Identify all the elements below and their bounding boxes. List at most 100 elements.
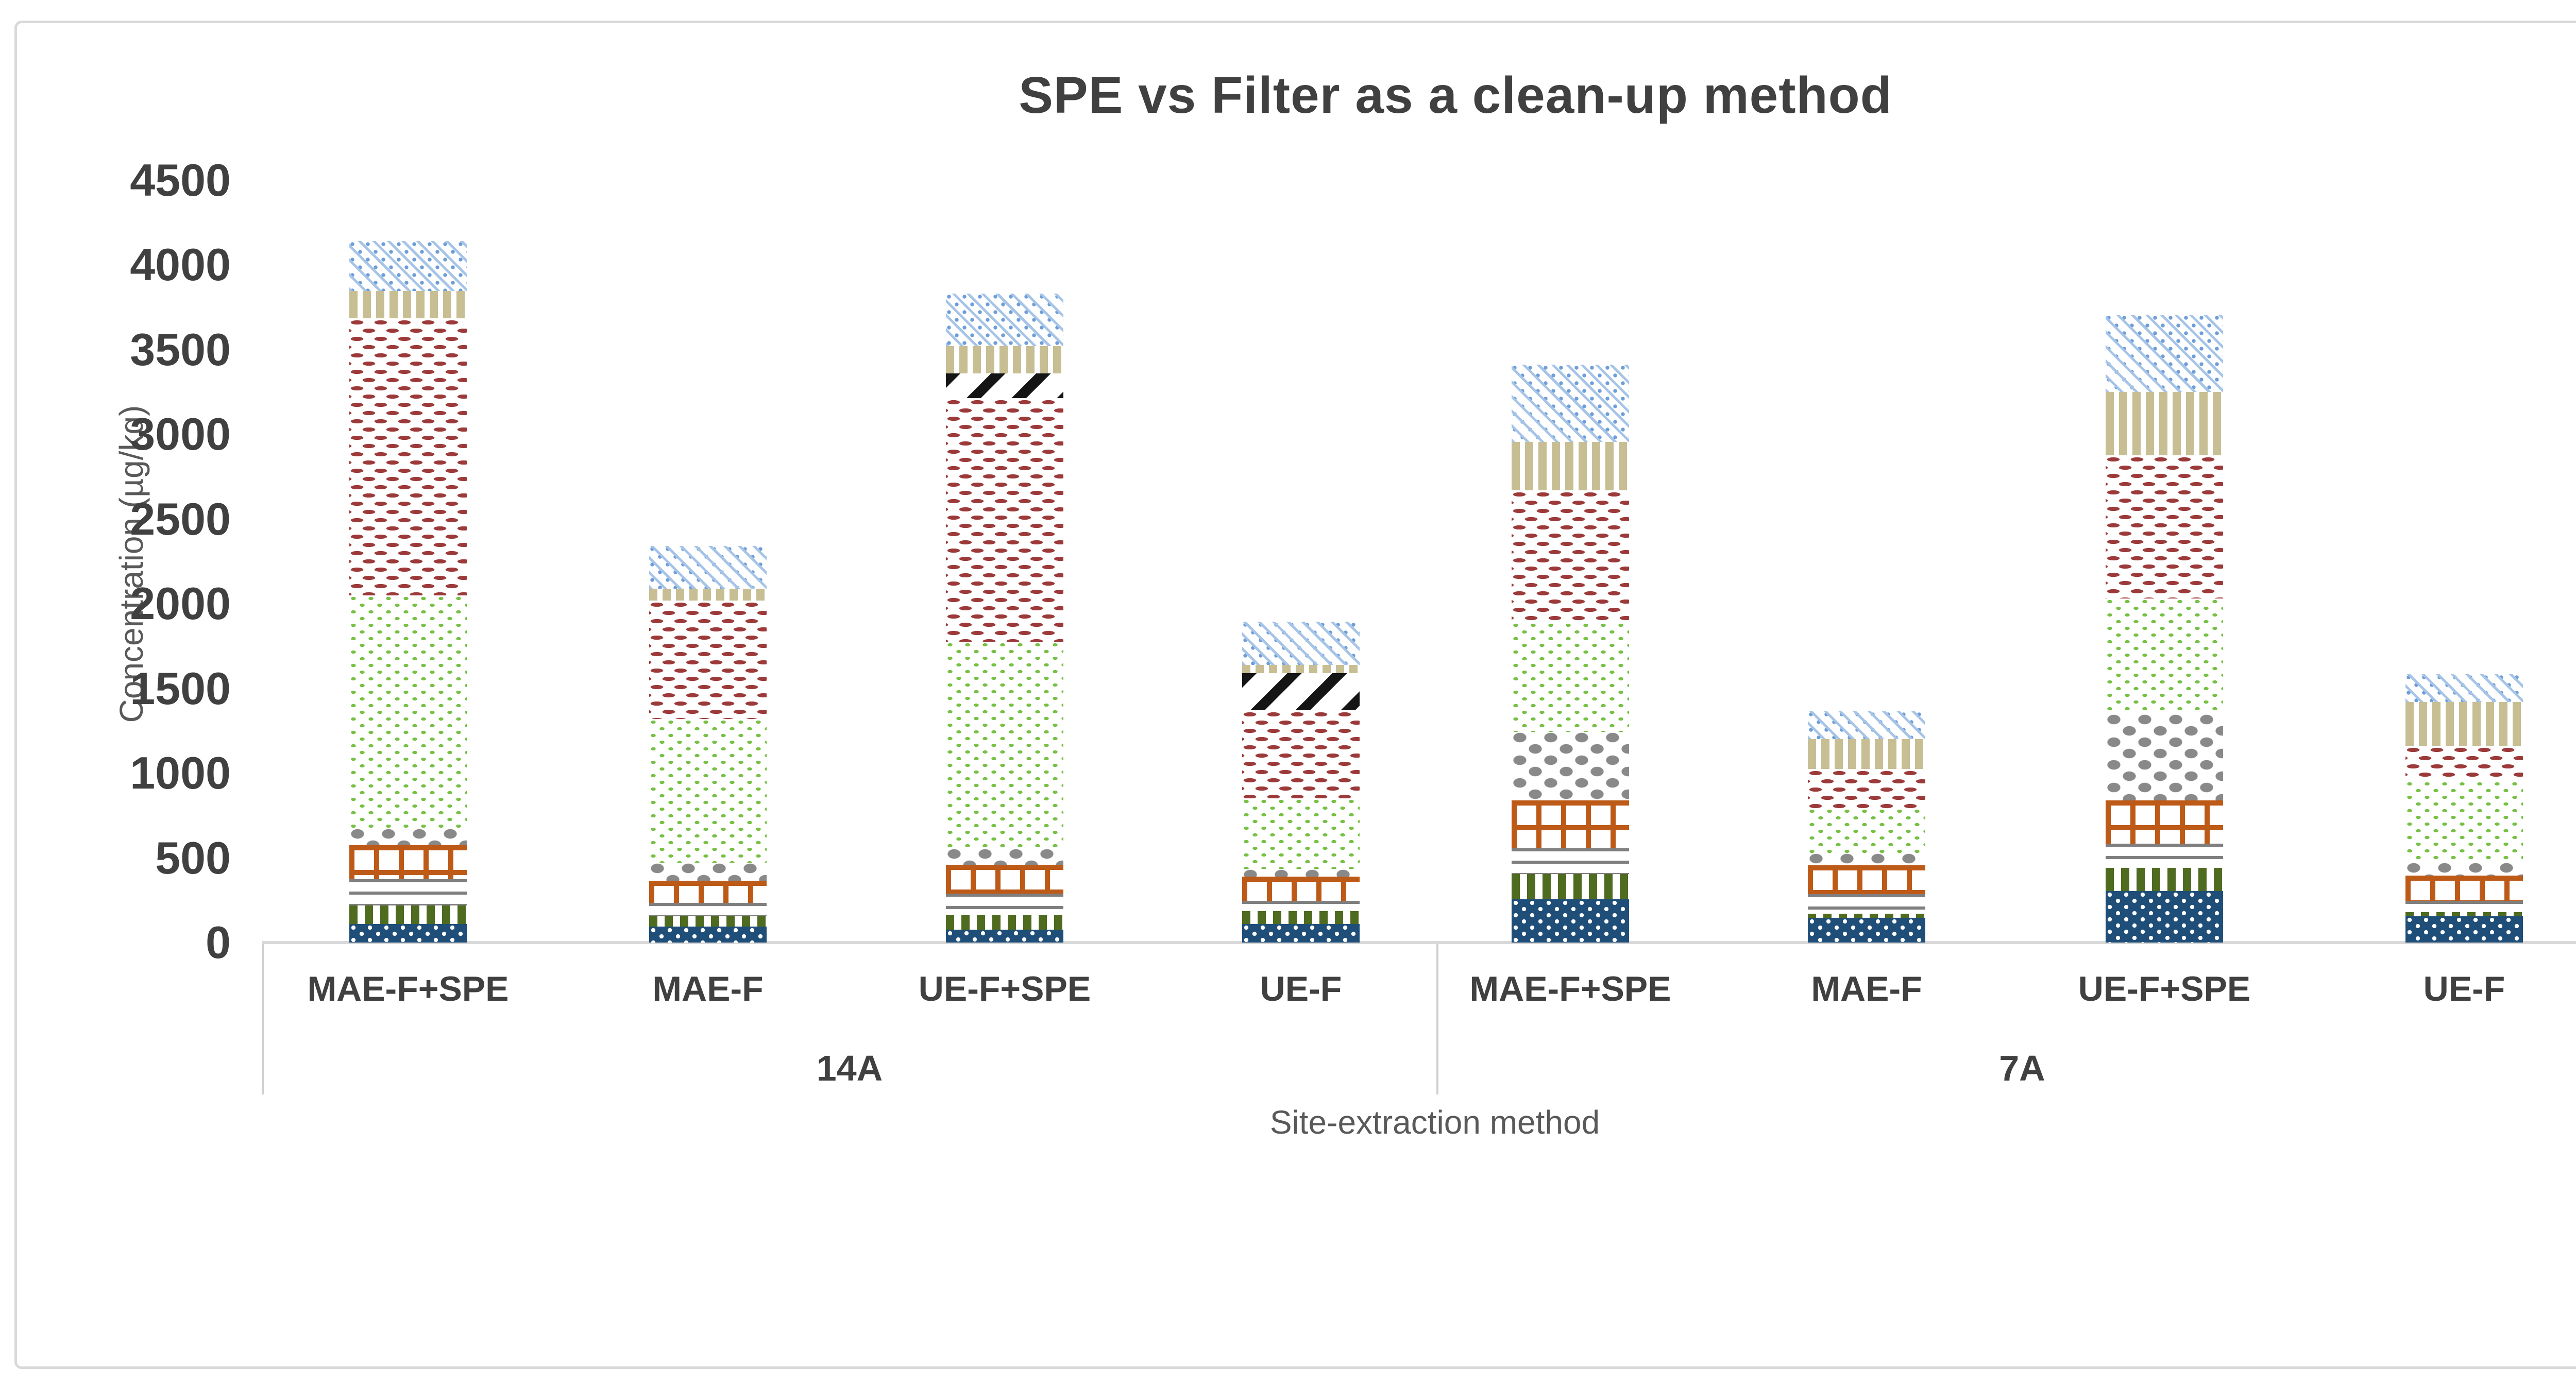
category-label: MAE-F+SPE <box>1469 969 1671 1008</box>
x-axis-title: Site-extraction method <box>1269 1104 1600 1141</box>
bar-segment-naphthalene <box>1512 899 1629 943</box>
bar-segment-anthracene <box>1242 868 1360 877</box>
category-label: MAE-F+SPE <box>307 969 509 1008</box>
bar-segment-acenaphthylene <box>1808 914 1925 918</box>
bar-segment-pyrene <box>1808 768 1925 808</box>
group-label-7A: 7A <box>1999 1048 2045 1088</box>
bar-segment-fluorene <box>1808 865 1925 895</box>
bar-segment-benzo-k-fluoranthene <box>946 373 1063 398</box>
bar-segment-benzo-g-h-i-perylene <box>1512 442 1629 490</box>
bar-segment-pyrene <box>2106 455 2223 599</box>
bar-segment-benzo-g-h-i-perylene <box>649 588 767 601</box>
bar-segment-fluorene <box>946 864 1063 894</box>
bar-segment-naphthalene <box>1242 923 1360 943</box>
bar-segment-pyrene <box>1242 710 1360 799</box>
bar-segment-acenaphthelene <box>649 902 767 916</box>
bar-segment-anthracene <box>2106 714 2223 800</box>
bar-segment-acenaphthelene <box>946 893 1063 916</box>
bar-segment-acenaphthelene <box>2106 843 2223 868</box>
bar-segment-dibenz-a-h-anthracene <box>1808 711 1925 740</box>
bar-segment-naphthalene <box>1808 918 1925 943</box>
y-tick-label: 2500 <box>130 493 231 544</box>
category-label: MAE-F <box>652 969 764 1008</box>
bar-segment-acenaphthelene <box>2405 901 2523 912</box>
category-label: UE-F <box>1260 969 1342 1008</box>
category-label: UE-F+SPE <box>918 969 1091 1008</box>
bar-segment-naphthalene <box>349 923 467 943</box>
category-separator-middle <box>1436 944 1438 1094</box>
bar-segment-anthracene <box>349 828 467 845</box>
bar-segment-fluorene <box>2405 876 2523 901</box>
bar-segment-fluoranthene <box>1512 622 1629 732</box>
bar-segment-fluoranthene <box>2405 780 2523 862</box>
bar-segment-anthracene <box>946 848 1063 865</box>
bar-segment-acenaphthylene <box>1512 874 1629 900</box>
category-label: UE-F+SPE <box>2078 969 2251 1008</box>
bar-segment-fluorene <box>349 845 467 879</box>
bar-segment-benzo-g-h-i-perylene <box>2106 392 2223 456</box>
y-tick-label: 2000 <box>130 578 231 629</box>
bar-segment-dibenz-a-h-anthracene <box>1242 621 1360 665</box>
bar-segment-dibenz-a-h-anthracene <box>946 294 1063 347</box>
bar-segment-anthracene <box>2405 862 2523 876</box>
bar-segment-anthracene <box>1512 731 1629 800</box>
bar-segment-benzo-g-h-i-perylene <box>349 291 467 319</box>
bar-segment-dibenz-a-h-anthracene <box>349 241 467 292</box>
category-separator-left <box>262 944 264 1094</box>
bar-segment-fluoranthene <box>649 718 767 863</box>
bar-segment-fluorene <box>2106 800 2223 844</box>
bar-segment-pyrene <box>349 318 467 595</box>
bar-segment-acenaphthylene <box>1242 911 1360 924</box>
bar-segment-fluorene <box>1512 800 1629 849</box>
bar-segment-fluorene <box>649 880 767 903</box>
bar-segment-acenaphthylene <box>349 905 467 924</box>
bar-segment-pyrene <box>2405 746 2523 781</box>
bar-segment-fluoranthene <box>946 642 1063 849</box>
bar-segment-acenaphthelene <box>349 879 467 905</box>
category-label: MAE-F <box>1811 969 1922 1008</box>
bar-segment-benzo-g-h-i-perylene <box>1808 739 1925 769</box>
bar-segment-acenaphthelene <box>1512 848 1629 874</box>
bar-segment-dibenz-a-h-anthracene <box>1512 365 1629 442</box>
bar-segment-pyrene <box>649 600 767 719</box>
bar-segment-acenaphthylene <box>946 915 1063 930</box>
y-tick-label: 3500 <box>130 323 231 375</box>
bar-segment-pyrene <box>946 398 1063 642</box>
bar-segment-benzo-g-h-i-perylene <box>1242 664 1360 674</box>
category-label: UE-F <box>2423 969 2505 1008</box>
bar-segment-fluoranthene <box>349 595 467 828</box>
bar-segment-acenaphthylene <box>2106 868 2223 891</box>
bar-segment-benzo-k-fluoranthene <box>1242 673 1360 711</box>
bar-segment-naphthalene <box>946 930 1063 943</box>
y-tick-label: 500 <box>155 832 231 883</box>
y-tick-label: 3000 <box>130 408 231 460</box>
bar-segment-pyrene <box>1512 490 1629 623</box>
bar-segment-naphthalene <box>649 926 767 943</box>
bar-segment-fluorene <box>1242 876 1360 901</box>
bar-segment-anthracene <box>649 863 767 881</box>
bar-segment-benzo-g-h-i-perylene <box>946 346 1063 373</box>
bar-segment-acenaphthelene <box>1242 901 1360 912</box>
bar-segment-benzo-g-h-i-perylene <box>2405 701 2523 746</box>
bar-segment-naphthalene <box>2106 891 2223 943</box>
bar-segment-dibenz-a-h-anthracene <box>2106 315 2223 392</box>
bar-segment-dibenz-a-h-anthracene <box>2405 674 2523 702</box>
y-tick-label: 1000 <box>130 747 231 799</box>
bar-segment-acenaphthylene <box>649 916 767 927</box>
y-tick-label: 4000 <box>130 239 231 290</box>
y-tick-label: 4500 <box>130 155 231 206</box>
x-axis-line <box>262 941 2576 944</box>
bar-segment-fluoranthene <box>2106 598 2223 714</box>
bar-segment-acenaphthylene <box>2405 912 2523 917</box>
bar-segment-acenaphthelene <box>1808 894 1925 914</box>
y-tick-label: 0 <box>206 917 231 968</box>
bar-segment-naphthalene <box>2405 916 2523 943</box>
bar-segment-fluoranthene <box>1808 808 1925 853</box>
y-tick-label: 1500 <box>130 662 231 714</box>
chart-title: SPE vs Filter as a clean-up method <box>1019 66 1892 124</box>
bar-segment-dibenz-a-h-anthracene <box>649 546 767 589</box>
bar-segment-fluoranthene <box>1242 798 1360 869</box>
bar-segment-anthracene <box>1808 852 1925 866</box>
group-label-14A: 14A <box>816 1048 883 1088</box>
